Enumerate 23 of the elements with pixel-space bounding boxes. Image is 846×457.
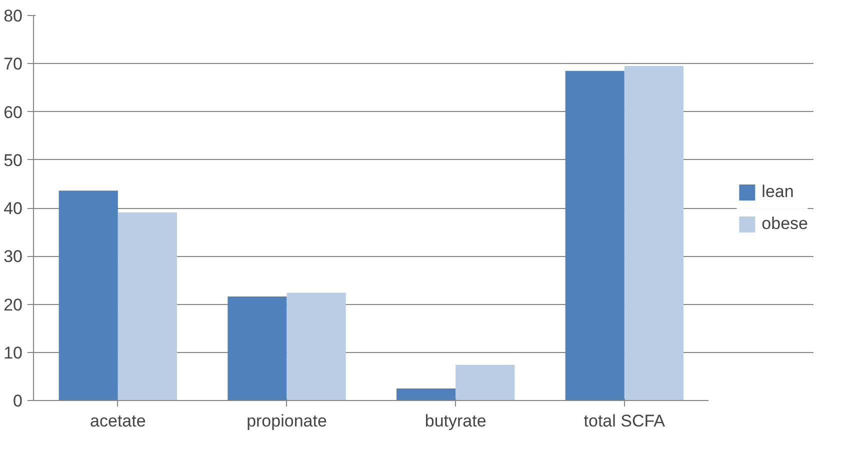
y-tick-label: 30 (4, 247, 23, 266)
y-tick-label: 20 (4, 295, 23, 314)
legend-label: lean (762, 182, 794, 202)
y-tick-label: 60 (4, 102, 23, 122)
y-tick-label: 70 (4, 54, 23, 74)
bar (286, 292, 346, 400)
bar (58, 190, 118, 400)
x-tick-label: propionate (246, 412, 327, 430)
y-tick-label: 80 (4, 6, 23, 26)
x-tick-label: total SCFA (584, 412, 666, 430)
bar (456, 364, 515, 400)
x-tick-label: acetate (90, 412, 146, 430)
bar (118, 212, 178, 400)
bar (228, 296, 287, 400)
x-tick-label: butyrate (424, 412, 486, 430)
bar (565, 70, 624, 400)
bar (396, 388, 456, 400)
y-tick-label: 10 (4, 343, 23, 362)
y-tick-label: 40 (4, 199, 23, 218)
bar (624, 66, 684, 400)
y-tick-label: 0 (13, 392, 23, 410)
y-tick-label: 50 (4, 150, 23, 170)
legend-label: obese (762, 214, 808, 234)
